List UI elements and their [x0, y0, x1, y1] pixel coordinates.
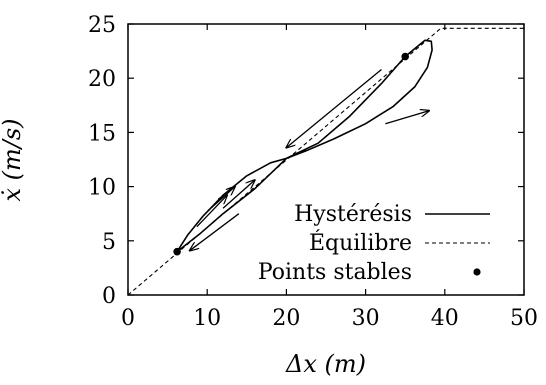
legend-label-points: Points stables — [258, 260, 412, 285]
y-tick-label: 5 — [102, 230, 116, 255]
direction-arrow — [286, 69, 382, 148]
x-tick-label: 50 — [510, 306, 538, 331]
x-tick-label: 20 — [272, 306, 300, 331]
stable-point — [401, 52, 410, 61]
y-tick-label: 25 — [88, 13, 116, 38]
x-tick-label: 0 — [121, 306, 135, 331]
plot-frame — [127, 23, 525, 296]
y-tick-label: 10 — [88, 176, 116, 201]
direction-arrow — [206, 187, 235, 213]
x-tick-label: 10 — [193, 306, 221, 331]
y-tick-label: 20 — [88, 67, 116, 92]
y-tick-label: 0 — [102, 284, 116, 309]
stable-point — [173, 247, 181, 256]
direction-arrow — [385, 111, 429, 125]
direction-arrow — [196, 195, 227, 228]
x-tick-label: 40 — [431, 306, 459, 331]
x-tick-label: 30 — [352, 306, 380, 331]
legend-label-equilibre: Équilibre — [309, 229, 412, 256]
x-axis-ticks: 0 10 20 30 40 50 — [121, 24, 538, 331]
series-layer — [127, 27, 524, 296]
direction-arrow — [190, 213, 240, 251]
stable-points — [173, 52, 410, 256]
hysteresis-arrows — [190, 69, 429, 251]
hysteresis-line — [176, 39, 433, 253]
legend-label-hysteresis: Hystérésis — [294, 202, 412, 227]
direction-arrow — [222, 180, 255, 209]
legend: Hystérésis Équilibre Points stables — [258, 202, 490, 285]
x-axis-label: Δx (m) — [285, 350, 366, 378]
y-axis-label: ẋ (m/s) — [0, 118, 26, 201]
legend-swatch-points — [473, 268, 481, 276]
y-tick-label: 15 — [88, 121, 116, 146]
y-axis-ticks: 0 5 10 15 20 25 — [88, 13, 524, 309]
